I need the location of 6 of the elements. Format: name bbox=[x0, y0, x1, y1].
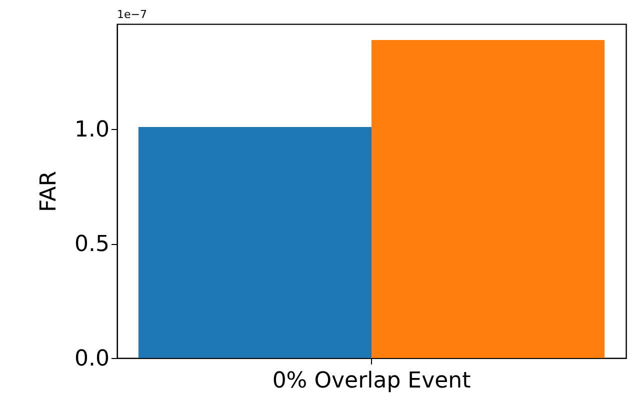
y-tick-label: 0.0 bbox=[74, 346, 110, 372]
y-axis-title: FAR bbox=[36, 171, 62, 212]
x-tick-label: 0% Overlap Event bbox=[272, 368, 472, 394]
text: 1e−7 bbox=[117, 8, 147, 21]
y-tick-label: 0.5 bbox=[74, 232, 110, 258]
y-tick-label: 1.0 bbox=[74, 118, 110, 143]
